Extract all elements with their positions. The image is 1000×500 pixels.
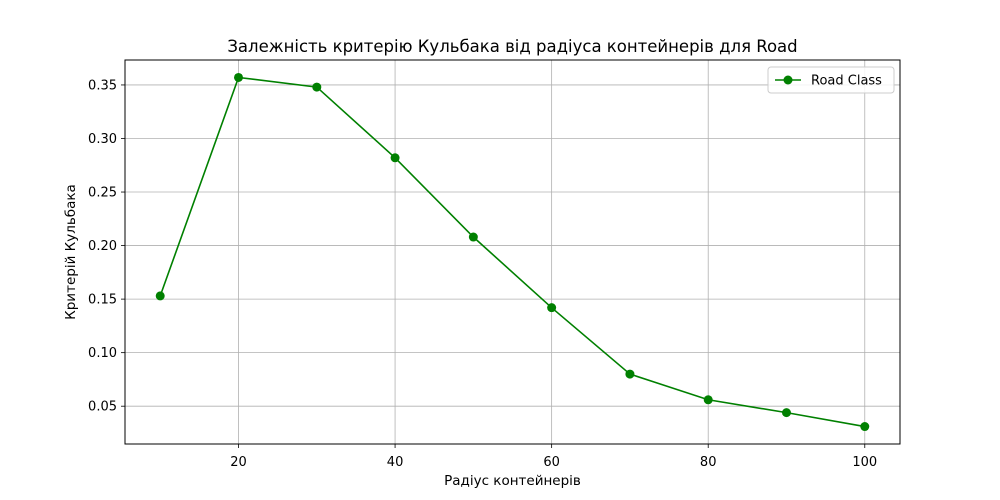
legend-marker <box>783 75 793 85</box>
x-axis-label: Радіус контейнерів <box>444 473 581 489</box>
y-tick-label: 0.05 <box>88 400 117 415</box>
grid <box>125 60 900 444</box>
y-tick-label: 0.30 <box>88 132 117 147</box>
y-axis-label: Критерій Кульбака <box>63 184 79 320</box>
x-tick-label: 20 <box>230 455 247 470</box>
x-tick-label: 100 <box>852 455 877 470</box>
chart-title: Залежність критерію Кульбака від радіуса… <box>227 37 797 56</box>
x-tick-label: 60 <box>543 455 560 470</box>
data-point <box>390 153 400 163</box>
y-tick-label: 0.35 <box>88 78 117 93</box>
data-point <box>625 369 635 379</box>
series-line <box>159 76 865 428</box>
data-point <box>547 303 557 313</box>
y-tick-label: 0.25 <box>88 186 117 201</box>
data-point <box>155 291 165 301</box>
data-point <box>860 422 870 432</box>
y-tick-label: 0.10 <box>88 346 117 361</box>
series-layer <box>155 72 870 432</box>
y-tick-label: 0.20 <box>88 239 117 254</box>
x-tick-label: 80 <box>700 455 717 470</box>
legend-box <box>767 66 895 94</box>
x-tick-label: 40 <box>387 455 404 470</box>
y-tick-label: 0.15 <box>88 293 117 308</box>
data-point <box>781 408 791 418</box>
data-point <box>468 232 478 242</box>
legend: Road Class <box>767 66 895 94</box>
axis-ticks: 20 40 60 80 100 0.05 0.10 0.15 0.20 0.25 0.30 0.35 <box>88 78 877 470</box>
data-point <box>703 395 713 405</box>
legend-label: Road Class <box>811 74 882 89</box>
plot-frame <box>124 59 901 445</box>
data-point <box>312 82 322 92</box>
data-point <box>234 72 244 82</box>
